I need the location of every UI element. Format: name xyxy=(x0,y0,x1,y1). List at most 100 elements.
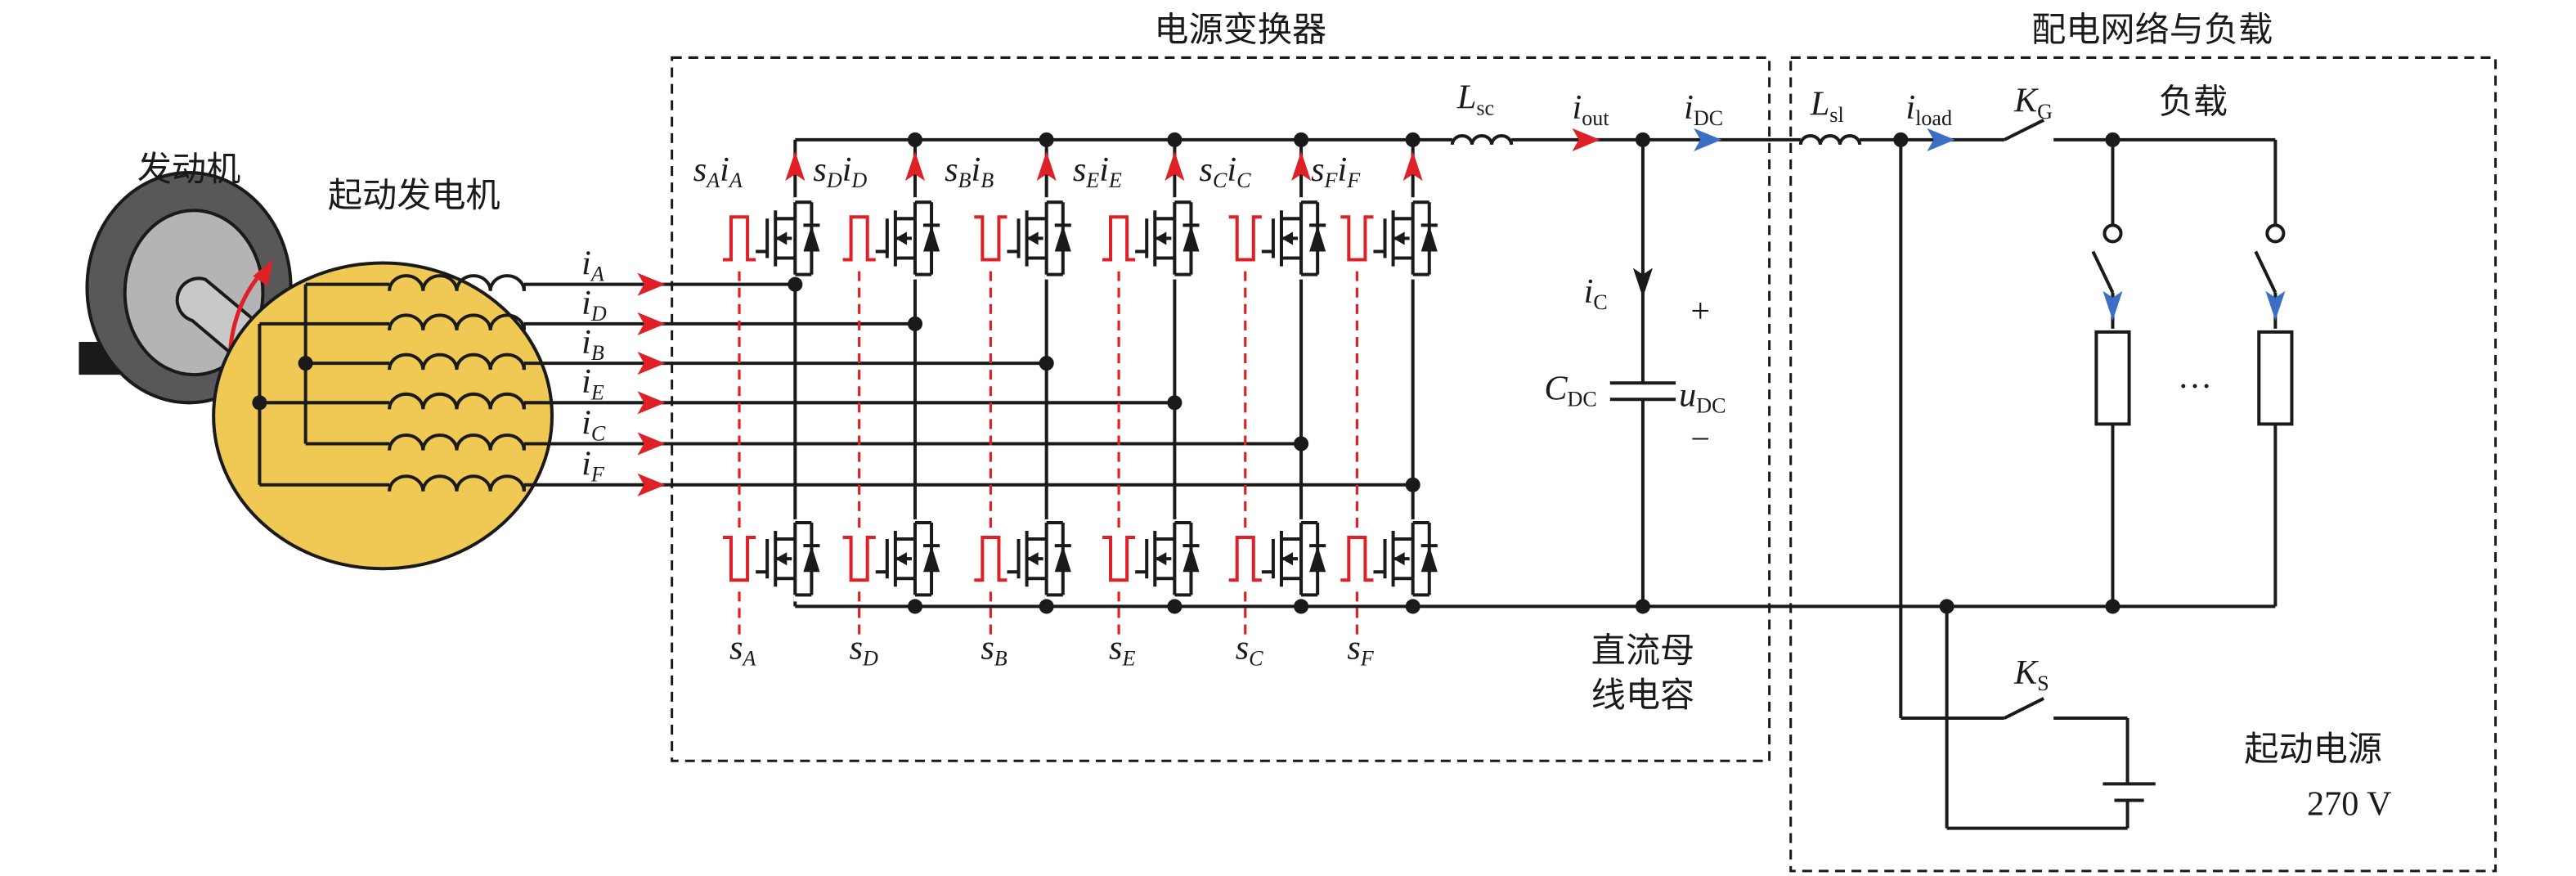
phase-current-symbol: i xyxy=(581,403,591,442)
gate-signal-symbol: s xyxy=(1109,629,1122,667)
label-part: F xyxy=(1324,168,1339,192)
mosfet-switch xyxy=(1135,520,1200,597)
iC-label: iC xyxy=(1584,272,1608,314)
winding-coil xyxy=(388,313,526,331)
gate-signal-label: sD xyxy=(850,629,878,671)
load-ellipsis: … xyxy=(2178,357,2212,396)
mosfet-switch xyxy=(875,520,940,597)
gate-signal-subscript: B xyxy=(994,647,1008,671)
label-part: C xyxy=(1213,168,1227,192)
winding-coil xyxy=(388,392,526,410)
gate-pulse-icon xyxy=(1340,536,1374,582)
top-bus-dot xyxy=(1405,132,1420,147)
winding-coil xyxy=(388,353,526,371)
gate-pulse-icon xyxy=(1228,215,1262,262)
label-part: s xyxy=(1311,150,1324,189)
phase-current-arrow-icon xyxy=(637,473,666,496)
phase-current-arrow-icon xyxy=(637,272,666,296)
label-part: s xyxy=(945,150,958,189)
leg-current-product-label: sDiD xyxy=(813,150,867,192)
uDC-label: uDC xyxy=(1679,375,1726,417)
iload-label: iload xyxy=(1905,88,1952,130)
start-source-label: 起动电源 xyxy=(2244,730,2382,769)
gate-signal-label: sF xyxy=(1347,629,1374,671)
start-voltage-label: 270 V xyxy=(2307,785,2392,824)
diode-triangle-icon xyxy=(803,225,820,252)
gate-pulse-icon xyxy=(974,536,1008,582)
phase-current-arrow-icon xyxy=(637,432,666,456)
plus-sign: + xyxy=(1690,292,1710,330)
KG-switch-blade xyxy=(2003,118,2045,142)
phase-current-subscript: D xyxy=(590,302,607,326)
load-resistor xyxy=(2094,330,2131,426)
label-part: A xyxy=(728,168,743,192)
starter-generator-label: 起动发电机 xyxy=(328,177,500,215)
body-arrow-icon xyxy=(1393,552,1405,566)
phase-current-symbol: i xyxy=(581,323,591,362)
neutral-junction-dot xyxy=(252,395,267,411)
diode-triangle-icon xyxy=(1420,546,1438,573)
body-arrow-icon xyxy=(1155,231,1167,245)
gate-signal-symbol: s xyxy=(850,629,863,667)
load-current-arrow-icon xyxy=(2103,290,2123,321)
phase-current-label: iE xyxy=(581,362,604,404)
gate-pulse-icon xyxy=(974,215,1008,262)
body-arrow-icon xyxy=(1026,552,1039,566)
phase-current-symbol: i xyxy=(581,362,591,401)
diode-triangle-icon xyxy=(803,546,820,573)
gate-signal-symbol: s xyxy=(1236,629,1249,667)
leg-current-arrow-icon xyxy=(904,150,926,182)
gate-signal-subscript: C xyxy=(1249,647,1263,671)
phase-junction-dot xyxy=(1405,477,1420,492)
gate-pulse-icon xyxy=(842,536,876,582)
phase-current-subscript: E xyxy=(590,380,604,404)
gate-pulse-icon xyxy=(722,215,756,262)
load-feed-dot xyxy=(1893,132,1909,147)
bottom-bus-dot xyxy=(907,599,923,614)
load-switch-contact xyxy=(2103,223,2123,244)
diode-triangle-icon xyxy=(1309,225,1326,252)
mosfet-switch xyxy=(1007,520,1071,597)
leg-current-arrow-icon xyxy=(1291,150,1312,182)
gate-signal-label: sE xyxy=(1109,629,1135,671)
iDC-arrow-icon xyxy=(1694,128,1722,151)
gate-pulse-icon xyxy=(842,215,876,262)
iout-arrow-icon xyxy=(1572,128,1600,151)
label-part: s xyxy=(1073,150,1086,189)
label-part: B xyxy=(981,168,994,192)
dc-bus-cap-label-1: 直流母 xyxy=(1591,632,1695,671)
dc-bus-cap-label-2: 线电容 xyxy=(1591,676,1695,715)
load-label: 负载 xyxy=(2159,83,2228,122)
body-arrow-icon xyxy=(1281,552,1294,566)
diode-triangle-icon xyxy=(1309,546,1326,573)
label-part: E xyxy=(1108,168,1122,192)
phase-current-symbol: i xyxy=(581,445,591,483)
iout-label: iout xyxy=(1573,88,1610,130)
gate-signal-symbol: s xyxy=(981,629,994,667)
phase-current-label: iD xyxy=(581,284,607,326)
gate-pulse-icon xyxy=(1102,536,1136,582)
engine-shaft xyxy=(175,276,257,360)
label-part: i xyxy=(842,150,852,189)
minus-sign: − xyxy=(1690,420,1710,459)
label-part: C xyxy=(1236,168,1251,192)
distribution-box xyxy=(1789,56,2497,873)
leg-current-arrow-icon xyxy=(1165,150,1185,182)
gate-signal-label: sC xyxy=(1236,629,1263,671)
phase-current-arrow-icon xyxy=(637,391,666,415)
body-arrow-icon xyxy=(1281,231,1294,245)
load-resistor xyxy=(2257,330,2294,426)
label-part: s xyxy=(693,150,707,189)
mosfet-switch xyxy=(1261,520,1326,597)
mosfet-switch xyxy=(875,200,940,276)
label-part: D xyxy=(826,168,842,192)
diode-triangle-icon xyxy=(923,546,940,573)
neutral-junction-dot xyxy=(298,356,313,371)
label-part: i xyxy=(1338,150,1348,189)
KS-label: KS xyxy=(2013,654,2049,695)
load-switch-blade xyxy=(2091,250,2115,294)
label-part: s xyxy=(1200,150,1213,189)
